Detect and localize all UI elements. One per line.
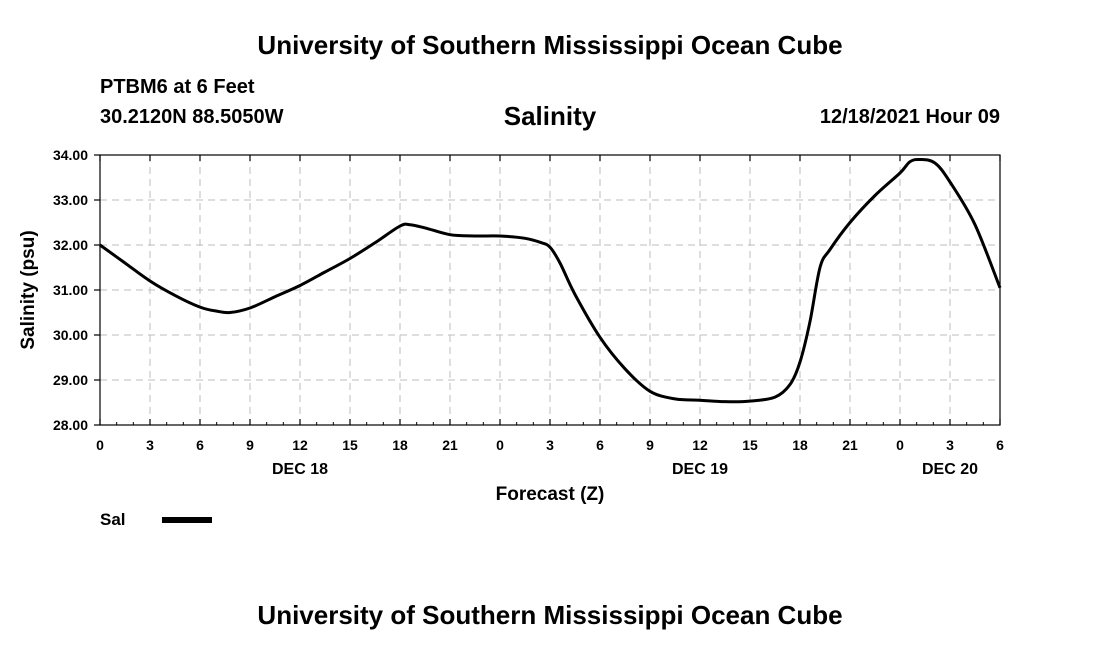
x-tick-label: 12 xyxy=(292,437,308,453)
x-tick-label: 6 xyxy=(996,437,1004,453)
x-tick-label: 0 xyxy=(96,437,104,453)
x-tick-label: 3 xyxy=(546,437,554,453)
y-tick-label: 32.00 xyxy=(53,237,88,253)
x-tick-label: 6 xyxy=(596,437,604,453)
station-label: PTBM6 at 6 Feet xyxy=(100,76,255,98)
x-axis-label: Forecast (Z) xyxy=(496,484,605,505)
axis-tick-labels: 28.00 29.00 30.00 31.00 32.00 33.00 34.00 0 3 6 9 1… xyxy=(53,147,1004,478)
x-tick-label: 21 xyxy=(842,437,858,453)
x-tick-label: 0 xyxy=(496,437,504,453)
x-tick-label: 3 xyxy=(946,437,954,453)
legend-swatch xyxy=(162,517,212,523)
x-tick-label: 0 xyxy=(896,437,904,453)
y-tick-label: 31.00 xyxy=(53,282,88,298)
y-tick-label: 34.00 xyxy=(53,147,88,163)
footer-title: University of Southern Mississippi Ocean… xyxy=(257,600,843,630)
date-label: DEC 20 xyxy=(922,461,978,478)
x-tick-label: 9 xyxy=(646,437,654,453)
y-tick-label: 33.00 xyxy=(53,192,88,208)
x-tick-label: 3 xyxy=(146,437,154,453)
forecast-datetime: 12/18/2021 Hour 09 xyxy=(819,106,1000,128)
legend-label: Sal xyxy=(100,510,126,529)
y-tick-label: 30.00 xyxy=(53,327,88,343)
grid-lines xyxy=(99,154,1001,426)
series-group xyxy=(99,157,1002,404)
x-tick-label: 6 xyxy=(196,437,204,453)
x-tick-label: 12 xyxy=(692,437,708,453)
x-tick-label: 18 xyxy=(392,437,408,453)
page-title: University of Southern Mississippi Ocean… xyxy=(257,30,843,60)
y-tick-label: 29.00 xyxy=(53,372,88,388)
coordinates-label: 30.2120N 88.5050W xyxy=(100,106,284,128)
chart-title: Salinity xyxy=(503,101,597,131)
axis-ticks xyxy=(94,154,1001,426)
x-tick-label: 15 xyxy=(742,437,758,453)
date-label: DEC 19 xyxy=(672,461,728,478)
y-tick-label: 28.00 xyxy=(53,417,88,433)
date-label: DEC 18 xyxy=(272,461,328,478)
series-line-sal xyxy=(99,157,1002,404)
y-axis-label: Salinity (psu) xyxy=(18,230,39,349)
x-tick-label: 18 xyxy=(792,437,808,453)
x-tick-label: 15 xyxy=(342,437,358,453)
x-tick-label: 9 xyxy=(246,437,254,453)
x-tick-label: 21 xyxy=(442,437,458,453)
